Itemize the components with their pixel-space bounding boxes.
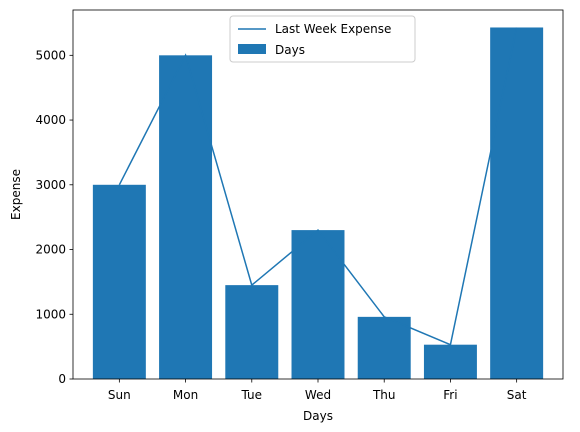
bar-tue	[225, 285, 279, 379]
x-tick-label-fri: Fri	[443, 388, 457, 402]
x-tick-label-thu: Thu	[372, 388, 396, 402]
x-axis-label: Days	[303, 409, 333, 423]
x-tick-label-sat: Sat	[507, 388, 527, 402]
legend: Last Week Expense Days	[229, 15, 416, 63]
y-tick-label: 5000	[35, 48, 66, 62]
x-tick-label-wed: Wed	[305, 388, 331, 402]
bar-wed	[291, 230, 345, 379]
series-line-last-week-expense	[118, 27, 518, 346]
line-layer	[118, 27, 518, 346]
y-tick-label: 2000	[35, 243, 66, 257]
bar-sun	[92, 184, 146, 379]
x-tick-label-tue: Tue	[241, 388, 263, 402]
bar-thu	[357, 316, 411, 379]
bar-mon	[159, 55, 213, 379]
legend-entry-days: Days	[275, 43, 305, 57]
legend-bar-swatch	[238, 44, 266, 54]
x-tick-label-sun: Sun	[108, 388, 131, 402]
bar-fri	[423, 344, 477, 379]
y-tick-label: 1000	[35, 307, 66, 321]
y-tick-label: 0	[58, 372, 66, 386]
legend-box	[229, 15, 416, 63]
y-tick-label: 4000	[35, 113, 66, 127]
y-axis-label: Expense	[9, 169, 23, 220]
legend-entry-last-week-expense: Last Week Expense	[275, 22, 391, 36]
x-tick-label-mon: Mon	[173, 388, 198, 402]
bar-sat	[490, 27, 544, 380]
axes: 0 1000 2000 3000 4000 5000 Sun Mon Tue Wed Thu Fri S…	[9, 9, 564, 423]
bars-layer	[92, 27, 544, 380]
y-tick-label: 3000	[35, 178, 66, 192]
